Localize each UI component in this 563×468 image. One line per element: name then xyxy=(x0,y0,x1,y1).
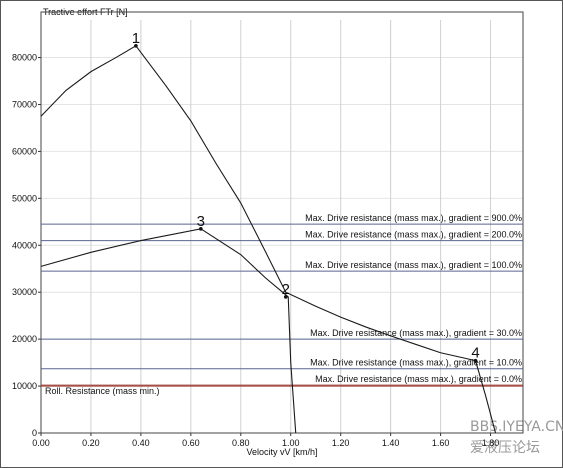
y-tick-label: 40000 xyxy=(12,240,37,250)
curve xyxy=(40,228,297,434)
x-tick-label: 1.00 xyxy=(282,438,300,448)
y-tick-label: 30000 xyxy=(12,287,37,297)
x-tick-label: 1.60 xyxy=(432,438,450,448)
x-tick-label: 0.40 xyxy=(132,438,150,448)
point-label: 3 xyxy=(197,213,205,230)
x-tick-label: 0.80 xyxy=(232,438,250,448)
x-tick-label: 0.60 xyxy=(182,438,200,448)
x-tick-label: 0.00 xyxy=(32,438,50,448)
curve xyxy=(40,45,497,434)
reference-label: Roll. Resistance (mass min.) xyxy=(45,386,160,396)
y-tick-label: 10000 xyxy=(12,381,37,391)
y-tick-label: 0 xyxy=(32,428,37,438)
x-tick-label: 1.40 xyxy=(382,438,400,448)
reference-label: Max. Drive resistance (mass max.), gradi… xyxy=(315,374,522,384)
watermark: 爱液压论坛 xyxy=(470,440,540,456)
x-tick-label: 1.80 xyxy=(482,438,500,448)
reference-label: Max. Drive resistance (mass max.), gradi… xyxy=(305,213,522,223)
reference-label: Max. Drive resistance (mass max.), gradi… xyxy=(310,328,522,338)
x-axis-title: Velocity vV [km/h] xyxy=(246,447,317,457)
point-marker xyxy=(199,227,203,231)
y-tick-label: 80000 xyxy=(12,53,37,63)
point-marker xyxy=(283,295,288,299)
x-tick-label: 1.20 xyxy=(332,438,350,448)
reference-label: Max. Drive resistance (mass max.), gradi… xyxy=(310,358,522,368)
y-tick-label: 60000 xyxy=(12,146,37,156)
point-label: 1 xyxy=(132,30,140,47)
x-tick-label: 0.20 xyxy=(82,438,100,448)
reference-label: Max. Drive resistance (mass max.), gradi… xyxy=(305,260,522,270)
point-label: 2 xyxy=(282,281,290,298)
point-marker xyxy=(134,44,138,48)
y-tick-label: 70000 xyxy=(12,99,37,109)
point-label: 4 xyxy=(471,345,479,362)
point-marker xyxy=(473,358,478,363)
y-tick-label: 20000 xyxy=(12,334,37,344)
y-tick-label: 50000 xyxy=(12,193,37,203)
plot-frame xyxy=(40,11,524,434)
reference-label: Max. Drive resistance (mass max.), gradi… xyxy=(305,230,522,240)
